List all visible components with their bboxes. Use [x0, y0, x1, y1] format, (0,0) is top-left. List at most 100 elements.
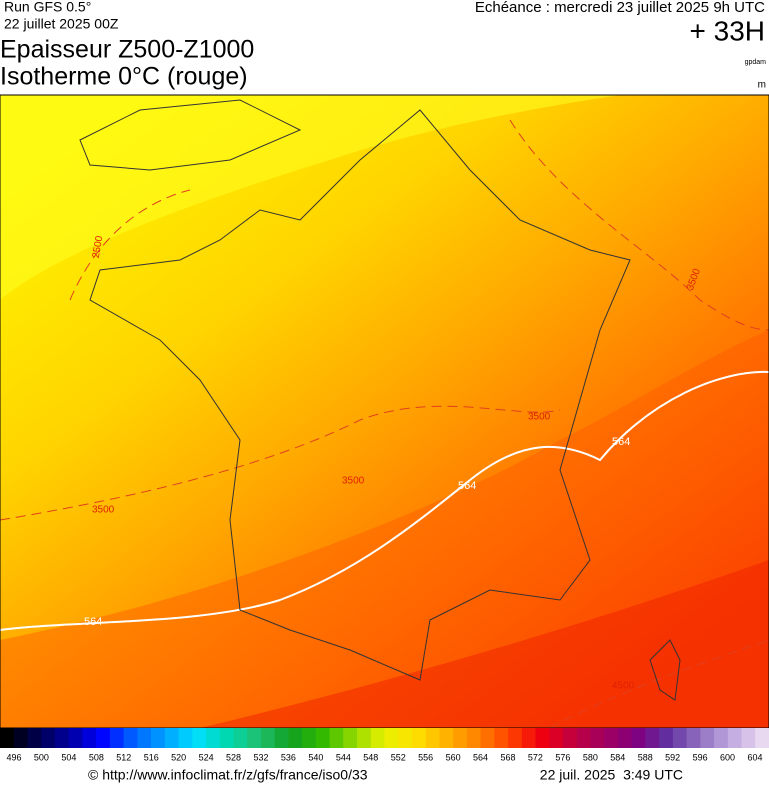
- colorbar-swatch: [343, 728, 358, 748]
- colorbar-swatch: [411, 728, 427, 748]
- colorbar-swatch: [617, 728, 633, 748]
- colorbar-label: 500: [34, 752, 49, 762]
- colorbar-swatch: [68, 728, 83, 748]
- colorbar-label: 576: [555, 752, 570, 762]
- colorbar-swatch: [370, 728, 385, 748]
- colorbar-swatch: [205, 728, 221, 748]
- subtitle: Isotherme 0°C (rouge): [0, 63, 248, 91]
- colorbar-label: 568: [500, 752, 515, 762]
- colorbar-swatch: [274, 728, 289, 748]
- colorbar-swatch: [604, 728, 619, 748]
- colorbar-label: 604: [747, 752, 762, 762]
- colorbar-swatch: [329, 728, 344, 748]
- colorbar-label: 564: [473, 752, 488, 762]
- iso0-contour: [509, 119, 769, 331]
- colorbar-label: 592: [665, 752, 680, 762]
- colorbar-label: 528: [226, 752, 241, 762]
- colorbar-swatch: [82, 728, 97, 748]
- colorbar-swatch: [480, 728, 495, 748]
- unit-thickness: gpdam: [745, 59, 767, 66]
- colorbar-label: 508: [89, 752, 104, 762]
- colorbar-swatch: [563, 728, 578, 748]
- colorbar-swatch: [439, 728, 454, 748]
- colorbar-label: 560: [446, 752, 461, 762]
- colorbar-swatch: [151, 728, 166, 748]
- colorbar-swatch: [466, 728, 482, 748]
- thickness-band: [200, 560, 769, 728]
- colorbar-swatch: [384, 728, 399, 748]
- colorbar-label: 512: [116, 752, 131, 762]
- colorbar-swatch: [535, 728, 550, 748]
- lead-time: + 33H: [690, 15, 766, 46]
- colorbar-swatch: [645, 728, 660, 748]
- colorbar-swatch: [425, 728, 440, 748]
- colorbar: 496 500 504 508 512 516 520 524 528 532 536 540 544 5…: [0, 728, 769, 762]
- colorbar-swatch: [137, 728, 152, 748]
- run: Run GFS 0.5°: [4, 0, 91, 15]
- contour-label: 564: [458, 480, 476, 492]
- colorbar-swatch: [659, 728, 674, 748]
- colorbar-swatch: [741, 728, 756, 748]
- map: 564 564 564 2500 3500 3500 3500 3500 450…: [0, 95, 769, 728]
- england-outline: [79, 99, 302, 171]
- contour-564: [0, 370, 769, 631]
- colorbar-swatch: [576, 728, 591, 748]
- colorbar-swatch: [590, 728, 605, 748]
- colorbar-label: 532: [253, 752, 268, 762]
- colorbar-label: 516: [144, 752, 159, 762]
- colorbar-swatch: [192, 728, 207, 748]
- colorbar-label: 536: [281, 752, 296, 762]
- contour-label: 4500: [612, 681, 635, 692]
- contour-label: 2500: [91, 235, 106, 259]
- colorbar-label: 580: [583, 752, 598, 762]
- colorbar-swatch: [41, 728, 56, 748]
- colorbar-swatch: [398, 728, 413, 748]
- colorbar-label: 520: [171, 752, 186, 762]
- colorbar-swatch: [164, 728, 180, 748]
- colorbar-swatch: [453, 728, 468, 748]
- colorbar-label: 588: [638, 752, 653, 762]
- colorbar-label: 600: [720, 752, 735, 762]
- colorbar-swatch: [13, 728, 28, 748]
- colorbar-label: 572: [528, 752, 543, 762]
- iso0-contour: [69, 189, 191, 301]
- colorbar-label: 552: [391, 752, 406, 762]
- colorbar-label: 584: [610, 752, 625, 762]
- colorbar-swatch: [54, 728, 70, 748]
- colorbar-swatch: [508, 728, 523, 748]
- contour-label: 3500: [342, 476, 365, 487]
- colorbar-swatch: [288, 728, 303, 748]
- footer-time: 22 juil. 2025 3:49 UTC: [540, 767, 683, 783]
- colorbar-label: 524: [199, 752, 214, 762]
- colorbar-swatch: [233, 728, 248, 748]
- colorbar-swatch: [686, 728, 701, 748]
- unit-iso: m: [758, 80, 766, 91]
- colorbar-swatch: [0, 728, 15, 748]
- corsica-outline: [649, 639, 681, 701]
- footer-url: © http://www.infoclimat.fr/z/gfs/france/…: [88, 767, 368, 783]
- colorbar-swatch: [260, 728, 276, 748]
- colorbar-swatch: [755, 728, 769, 748]
- colorbar-swatch: [727, 728, 743, 748]
- colorbar-swatch: [302, 728, 317, 748]
- contour-label: 3500: [92, 505, 115, 516]
- colorbar-label: 540: [308, 752, 323, 762]
- colorbar-label: 544: [336, 752, 351, 762]
- colorbar-label: 556: [418, 752, 433, 762]
- thickness-band: [0, 95, 620, 300]
- colorbar-swatch: [631, 728, 646, 748]
- colorbar-swatch: [672, 728, 688, 748]
- title: Epaisseur Z500-Z1000: [0, 36, 254, 64]
- colorbar-swatch: [494, 728, 509, 748]
- run-date: 22 juillet 2025 00Z: [4, 16, 119, 32]
- colorbar-swatch: [123, 728, 138, 748]
- colorbar-swatch: [521, 728, 537, 748]
- colorbar-swatch: [27, 728, 42, 748]
- contour-label: 564: [612, 436, 630, 448]
- colorbar-label: 596: [693, 752, 708, 762]
- contour-label: 564: [84, 616, 102, 628]
- colorbar-swatch: [96, 728, 111, 748]
- colorbar-swatch: [109, 728, 125, 748]
- contour-label: 3500: [528, 412, 551, 423]
